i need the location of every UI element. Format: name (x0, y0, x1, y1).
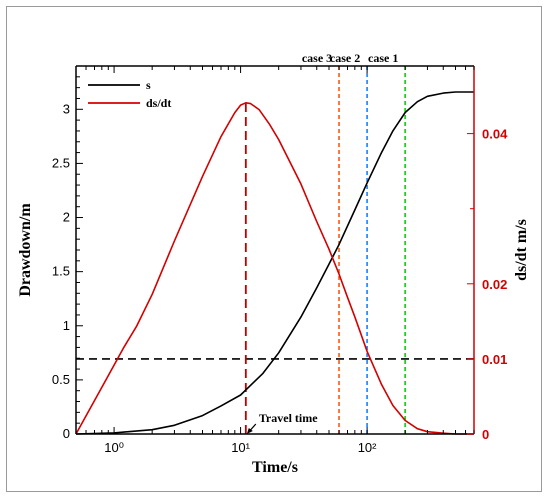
axes: 10⁰ 10¹ 10² 0 0.5 1 1.5 2 2.5 3 0 0.01 0.02 0.04 (52, 65, 508, 455)
legend-label-s: s (146, 78, 151, 92)
travel-time-arrowhead (246, 428, 253, 434)
y-left-tick-label: 2 (63, 210, 70, 225)
series-dsdt-line (75, 102, 474, 435)
plot-area (75, 66, 474, 435)
y-left-tick-label: 0.5 (52, 372, 70, 387)
case-labels: case 3 case 2 case 1 (302, 51, 398, 65)
travel-time-annotation: Travel time (246, 411, 318, 434)
travel-time-label: Travel time (259, 411, 318, 425)
series-lines (75, 91, 474, 435)
y-right-tick-label: 0 (482, 427, 489, 442)
plot-background (76, 66, 474, 434)
series-s-line (75, 91, 474, 435)
x-tick-label: 10⁰ (104, 440, 124, 455)
case-1-label: case 1 (368, 51, 398, 65)
y-left-tick-label: 0 (63, 426, 70, 441)
x-axis-title: Time/s (252, 459, 298, 476)
y-left-tick-label: 1.5 (52, 264, 70, 279)
y-left-tick-label: 3 (63, 101, 70, 116)
legend: s ds/dt (88, 78, 171, 110)
x-tick-label: 10² (358, 440, 377, 455)
y-right-tick-label: 0.02 (482, 277, 507, 292)
y-axis-left-title: Drawdown/m (17, 203, 34, 297)
y-left-tick-label: 1 (63, 318, 70, 333)
y-left-tick-label: 2.5 (52, 155, 70, 170)
case-3-label: case 3 (302, 51, 332, 65)
x-tick-label: 10¹ (231, 440, 250, 455)
legend-label-dsdt: ds/dt (146, 96, 171, 110)
case-2-label: case 2 (330, 51, 360, 65)
y-right-tick-label: 0.04 (482, 127, 508, 142)
y-axis-right-title: ds/dt m/s (513, 219, 530, 281)
y-right-tick-label: 0.01 (482, 352, 507, 367)
